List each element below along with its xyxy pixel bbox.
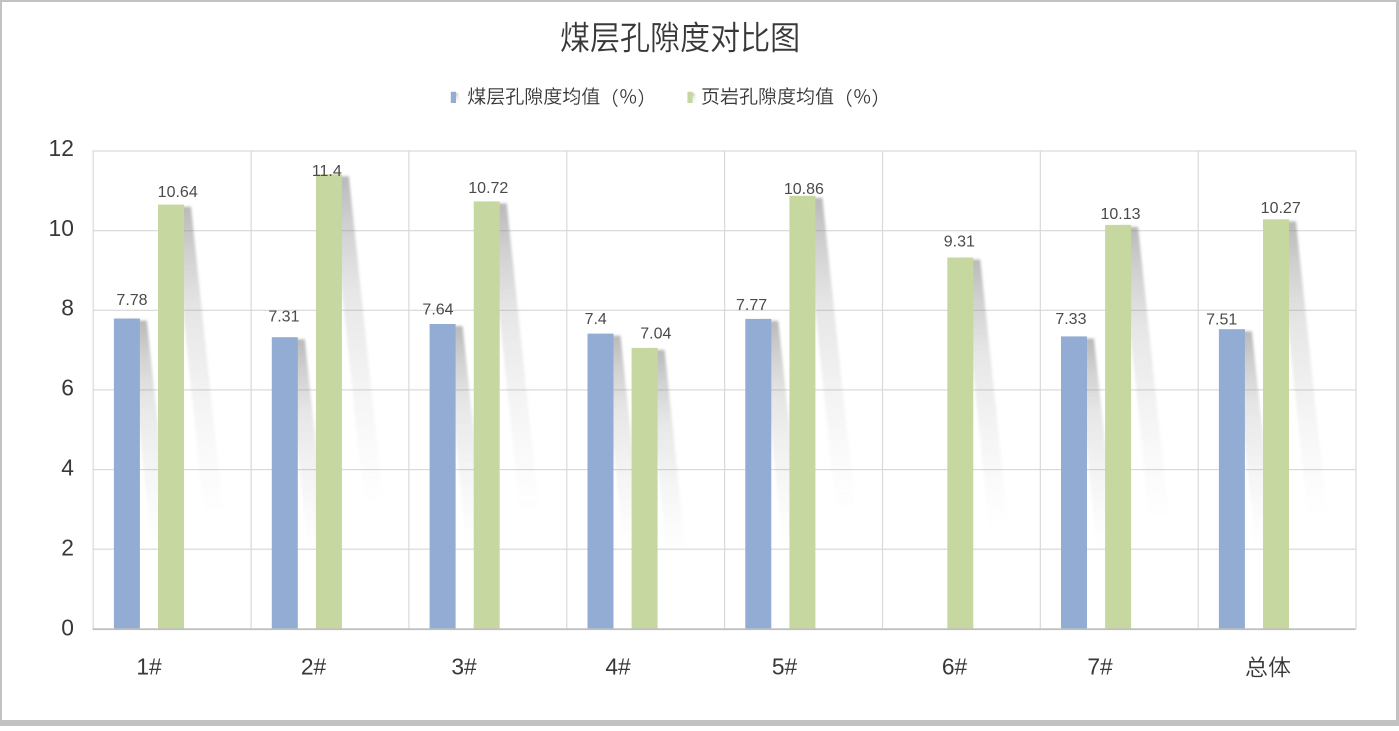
svg-text:7.33: 7.33 [1055,311,1086,328]
svg-text:10.86: 10.86 [784,181,824,198]
svg-text:10: 10 [49,215,74,241]
svg-text:7.77: 7.77 [736,297,767,314]
svg-text:7.04: 7.04 [640,326,671,343]
svg-text:2: 2 [61,535,74,561]
svg-text:2#: 2# [301,654,327,680]
svg-text:7.64: 7.64 [422,301,453,318]
svg-text:10.64: 10.64 [158,184,198,201]
svg-text:7.78: 7.78 [116,292,147,309]
svg-text:7.51: 7.51 [1206,311,1237,328]
svg-text:10.13: 10.13 [1100,206,1140,223]
svg-text:8: 8 [61,295,74,321]
svg-text:7.4: 7.4 [585,311,607,328]
svg-text:4#: 4# [605,654,631,680]
svg-text:6#: 6# [942,654,968,680]
svg-text:4: 4 [61,455,74,481]
svg-text:0: 0 [61,615,74,641]
svg-text:6: 6 [61,375,74,401]
svg-text:3#: 3# [451,654,477,680]
svg-text:7#: 7# [1087,654,1113,680]
svg-text:10.27: 10.27 [1261,200,1301,217]
svg-text:11.4: 11.4 [312,163,342,180]
svg-text:7.31: 7.31 [268,308,299,325]
svg-text:9.31: 9.31 [944,233,975,250]
svg-text:1#: 1# [136,654,162,680]
svg-text:12: 12 [49,135,74,161]
svg-text:5#: 5# [772,654,798,680]
svg-text:10.72: 10.72 [468,180,508,197]
